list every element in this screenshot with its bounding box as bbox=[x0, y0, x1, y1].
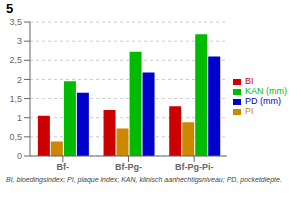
svg-text:Bf-Pg-: Bf-Pg- bbox=[115, 162, 142, 172]
html-text:5: 5 bbox=[6, 1, 14, 16]
html-text:BI, bloedingsindex; PI, plaque: BI, bloedingsindex; PI, plaque index; KA… bbox=[6, 176, 282, 183]
svg-text:2: 2 bbox=[17, 75, 22, 85]
html-text:BI: BI bbox=[245, 76, 254, 86]
html-text:PD (mm): PD (mm) bbox=[245, 96, 281, 106]
svg-text:3: 3 bbox=[17, 36, 22, 46]
html-text:PI: PI bbox=[245, 106, 254, 116]
svg-text:1: 1 bbox=[17, 113, 22, 123]
svg-text:2,5: 2,5 bbox=[9, 55, 22, 65]
svg-text:1,5: 1,5 bbox=[9, 94, 22, 104]
html-text:KAN (mm): KAN (mm) bbox=[245, 86, 287, 96]
svg-text:3,5: 3,5 bbox=[9, 18, 22, 27]
svg-text:0: 0 bbox=[17, 151, 22, 161]
svg-text:Bf-: Bf- bbox=[57, 162, 70, 172]
svg-text:Bf-Pg-Pi-: Bf-Pg-Pi- bbox=[175, 162, 214, 172]
svg-text:0,5: 0,5 bbox=[9, 132, 22, 142]
